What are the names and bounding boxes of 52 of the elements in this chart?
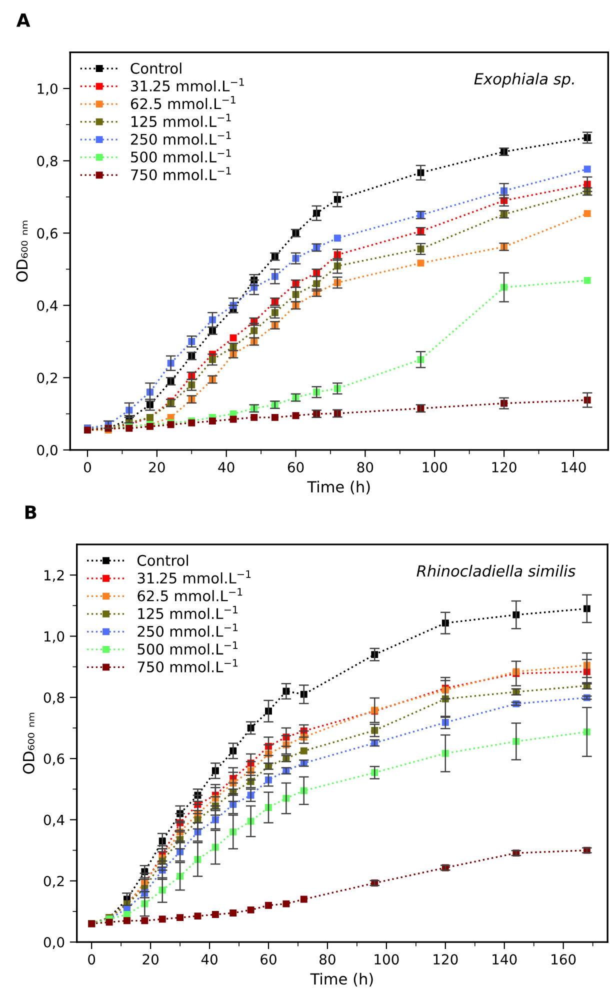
legend-label: 750 mmol.L$^{−1}$ [131,167,231,180]
x-axis-title: Time (h) [310,972,373,986]
legend-label: 31.25 mmol.L$^{−1}$ [131,78,244,92]
legend-label: 62.5 mmol.L$^{−1}$ [130,96,236,110]
x-tick-label: 140 [562,462,586,473]
legend-label: Control [130,62,182,74]
x-tick-label: 20 [142,954,158,965]
legend-label: 125 mmol.L$^{−1}$ [138,606,238,620]
legend-label: 500 mmol.L$^{−1}$ [138,641,238,655]
x-tick-label: 40 [218,462,234,473]
chart-title: B [25,506,36,519]
x-tick-label: 60 [260,954,276,965]
y-tick-label: 1,0 [44,631,64,644]
x-tick-label: 60 [288,462,304,473]
x-tick-label: 0 [84,462,91,473]
legend-label: 125 mmol.L$^{−1}$ [132,114,231,128]
legend-label: 62.5 mmol.L$^{−1}$ [138,588,242,602]
legend-label: 500 mmol.L$^{−1}$ [131,149,231,163]
x-tick-label: 80 [357,462,374,473]
y-tick-label: 0,6 [37,228,58,240]
y-tick-label: 0,4 [44,814,64,827]
y-tick-label: 1,2 [44,570,64,582]
x-tick-label: 100 [422,462,447,473]
x-tick-label: 140 [492,954,517,965]
x-tick-label: 0 [88,954,96,965]
legend-label: 250 mmol.L$^{−1}$ [131,132,231,145]
y-tick-label: 0,8 [44,692,64,704]
y-axis-title: OD₆₀₀ ₙₘ [16,220,28,282]
legend-label: 31.25 mmol.L$^{−1}$ [138,570,251,584]
x-tick-label: 160 [552,954,576,965]
x-tick-label: 100 [374,954,399,965]
x-tick-label: 120 [492,462,516,473]
y-tick-label: 0,8 [37,156,58,168]
y-tick-label: 0,2 [44,876,64,888]
y-axis-title: OD₆₀₀ ₙₘ [22,712,34,774]
y-tick-label: 0,0 [44,937,64,949]
legend-label: Control [137,554,188,566]
x-tick-label: 80 [320,954,336,965]
y-tick-label: 0,4 [37,300,58,312]
x-tick-label: 40 [201,954,218,965]
chart-title: A [16,14,30,27]
x-tick-label: 20 [149,462,165,473]
y-tick-label: 0,6 [44,754,64,766]
y-tick-label: 0,0 [37,444,58,457]
annotation: Rhinocladiella similis [416,564,576,577]
x-tick-label: 120 [434,954,458,965]
x-axis-title: Time (h) [307,480,370,494]
y-tick-label: 0,2 [37,372,57,385]
annotation: Exophiala sp. [474,72,574,88]
legend-label: 750 mmol.L$^{−1}$ [138,659,238,672]
y-tick-label: 1,0 [38,83,58,96]
legend-label: 250 mmol.L$^{−1}$ [138,624,238,637]
